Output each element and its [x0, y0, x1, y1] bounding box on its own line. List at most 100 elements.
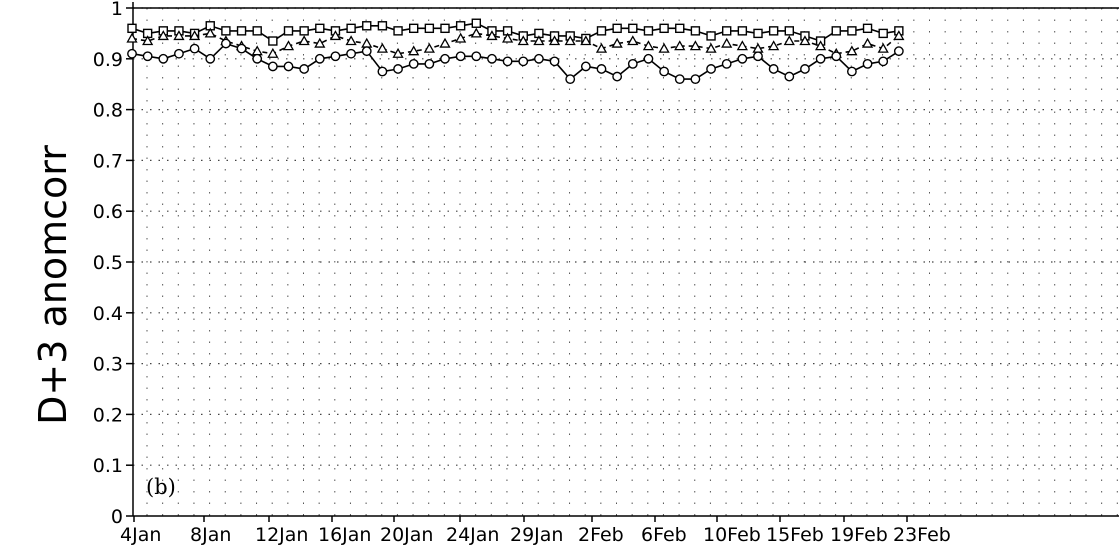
y-tick-label: 0.9 [93, 49, 123, 71]
data-point-triangle [157, 30, 169, 41]
data-point-circle [534, 53, 544, 64]
data-point-square [127, 23, 137, 34]
x-tick-label: 2Feb [578, 524, 624, 546]
data-point-triangle [345, 35, 357, 46]
y-tick-label: 0.5 [93, 252, 123, 274]
data-point-square [675, 23, 685, 34]
y-tick-label: 1 [111, 0, 123, 20]
data-point-circle [847, 66, 857, 77]
data-point-circle [737, 53, 748, 64]
data-point-circle [596, 64, 607, 74]
y-tick-label: 0.8 [93, 100, 123, 122]
data-point-circle [189, 43, 200, 54]
data-point-triangle [533, 35, 545, 46]
data-point-triangle [595, 42, 608, 53]
data-point-circle [878, 56, 889, 67]
data-point-square [346, 23, 356, 34]
data-point-triangle [814, 40, 827, 51]
series-line-square [131, 22, 900, 42]
data-point-square [362, 21, 372, 31]
data-point-square [268, 36, 278, 46]
data-point-triangle [846, 45, 858, 56]
x-tick-label: 8Jan [190, 524, 231, 546]
data-point-circle [659, 66, 669, 77]
x-tick-label: 19Feb [830, 524, 888, 546]
data-point-square [440, 23, 450, 34]
data-point-square [299, 26, 309, 36]
data-point-circle [706, 64, 716, 74]
data-point-square [737, 26, 748, 36]
data-point-triangle [627, 35, 639, 46]
data-point-circle [627, 58, 638, 69]
data-point-circle [440, 53, 450, 64]
data-point-triangle [861, 37, 874, 48]
data-point-triangle [611, 37, 623, 48]
data-point-square [862, 23, 873, 34]
data-point-square [252, 26, 262, 36]
data-point-triangle [298, 35, 310, 46]
data-point-triangle [126, 32, 138, 43]
y-tick-label: 0.1 [93, 455, 123, 477]
data-point-square [315, 23, 325, 34]
y-tick-label: 0.3 [93, 354, 123, 376]
x-tick-label: 29Jan [510, 524, 563, 546]
data-point-triangle [877, 42, 889, 53]
data-point-square [878, 28, 888, 39]
data-point-circle [518, 56, 529, 67]
data-point-triangle [736, 40, 748, 51]
data-point-circle [408, 58, 419, 69]
data-point-square [221, 26, 231, 36]
data-point-triangle [564, 35, 576, 46]
data-point-circle [831, 51, 842, 62]
data-point-circle [643, 53, 654, 64]
data-point-circle [753, 51, 763, 62]
x-tick-label: 15Feb [766, 524, 824, 546]
y-tick-label: 0.7 [93, 150, 123, 172]
data-point-square [236, 26, 247, 36]
data-point-circle [393, 64, 403, 74]
series-line-circle [131, 42, 900, 81]
data-point-triangle [783, 35, 795, 46]
data-point-circle [768, 64, 779, 74]
series-circle [127, 38, 904, 85]
data-point-square [596, 26, 607, 36]
x-tick-label: 10Feb [703, 524, 761, 546]
data-point-triangle [548, 35, 561, 46]
data-point-circle [674, 74, 685, 85]
data-point-triangle [173, 30, 185, 41]
series-group [126, 18, 905, 85]
data-point-triangle [580, 35, 592, 46]
grid-lines [133, 7, 1119, 516]
data-point-circle [346, 48, 356, 59]
data-point-triangle [408, 45, 420, 56]
data-point-circle [502, 56, 513, 67]
data-point-square [690, 26, 701, 36]
data-point-circle [487, 53, 497, 64]
data-point-triangle [267, 47, 279, 58]
data-point-triangle [658, 42, 670, 53]
data-point-circle [580, 61, 591, 72]
data-point-triangle [329, 30, 342, 41]
data-point-square [659, 23, 669, 34]
data-point-triangle [423, 42, 435, 53]
data-point-square [471, 18, 481, 28]
y-tick-label: 0.2 [93, 404, 123, 426]
data-point-square [722, 26, 732, 36]
x-tick-label: 12Jan [255, 524, 308, 546]
data-point-triangle [893, 30, 905, 41]
data-point-triangle [486, 30, 498, 41]
data-point-triangle [204, 27, 216, 38]
data-point-circle [314, 53, 325, 64]
x-tick-label: 24Jan [446, 524, 499, 546]
series-triangle [126, 27, 905, 58]
data-point-circle [549, 56, 560, 67]
data-point-triangle [439, 37, 451, 48]
y-axis-label: D+3 anomcorr [31, 145, 75, 425]
data-point-square [706, 31, 716, 41]
data-point-square [377, 21, 388, 31]
data-point-square [393, 26, 403, 36]
data-point-square [847, 26, 857, 36]
data-point-circle [893, 46, 904, 57]
data-point-circle [174, 48, 184, 59]
